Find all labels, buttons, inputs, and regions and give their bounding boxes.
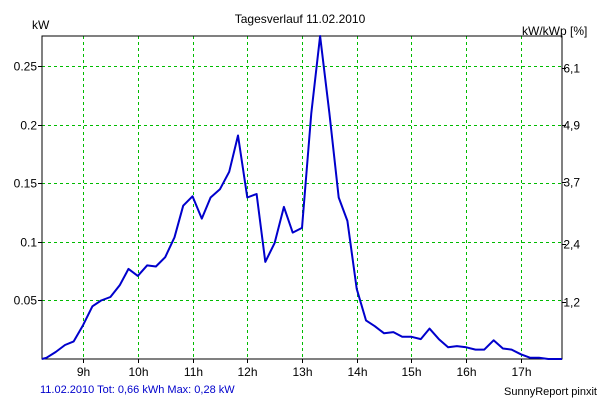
y-tick-label: 0.2: [20, 119, 37, 133]
footer-left-label: 11.02.2010 Tot: 0,66 kWh Max: 0,28 kW: [40, 384, 235, 396]
y2-tick-label: 2,4: [563, 238, 580, 252]
x-tick-label: 11h: [184, 365, 203, 379]
x-tick-label: 17h: [511, 365, 531, 379]
series-layer: [41, 35, 562, 360]
y2-tick-label: 4,9: [563, 119, 580, 133]
power-series-line: [41, 35, 562, 360]
y-tick-label: 0.1: [20, 236, 37, 250]
y-tick-label: 0.15: [14, 177, 38, 191]
tick-labels: 9h 10h 11h 12h 13h 14h 15h 16h 17h 0.05 0.1 0.15 0.2…: [14, 60, 581, 380]
x-tick-label: 12h: [237, 365, 257, 379]
y-axis-label: kW: [32, 18, 50, 32]
chart-title: Tagesverlauf 11.02.2010: [235, 12, 366, 26]
x-tick-label: 13h: [292, 365, 312, 379]
y2-tick-label: 6,1: [563, 62, 580, 76]
x-tick-label: 16h: [456, 365, 476, 379]
y2-tick-label: 3,7: [563, 176, 580, 190]
x-tick-label: 14h: [347, 365, 367, 379]
x-tick-label: 9h: [77, 365, 90, 379]
y2-axis-label: kW/kWp [%]: [522, 24, 587, 38]
grid: [42, 36, 562, 359]
y2-tick-label: 1,2: [563, 296, 580, 310]
y-tick-label: 0.05: [14, 294, 38, 308]
y-tick-label: 0.25: [14, 60, 38, 74]
footer-right-label: SunnyReport pinxit: [504, 386, 597, 398]
x-tick-label: 15h: [401, 365, 421, 379]
x-tick-label: 10h: [128, 365, 148, 379]
